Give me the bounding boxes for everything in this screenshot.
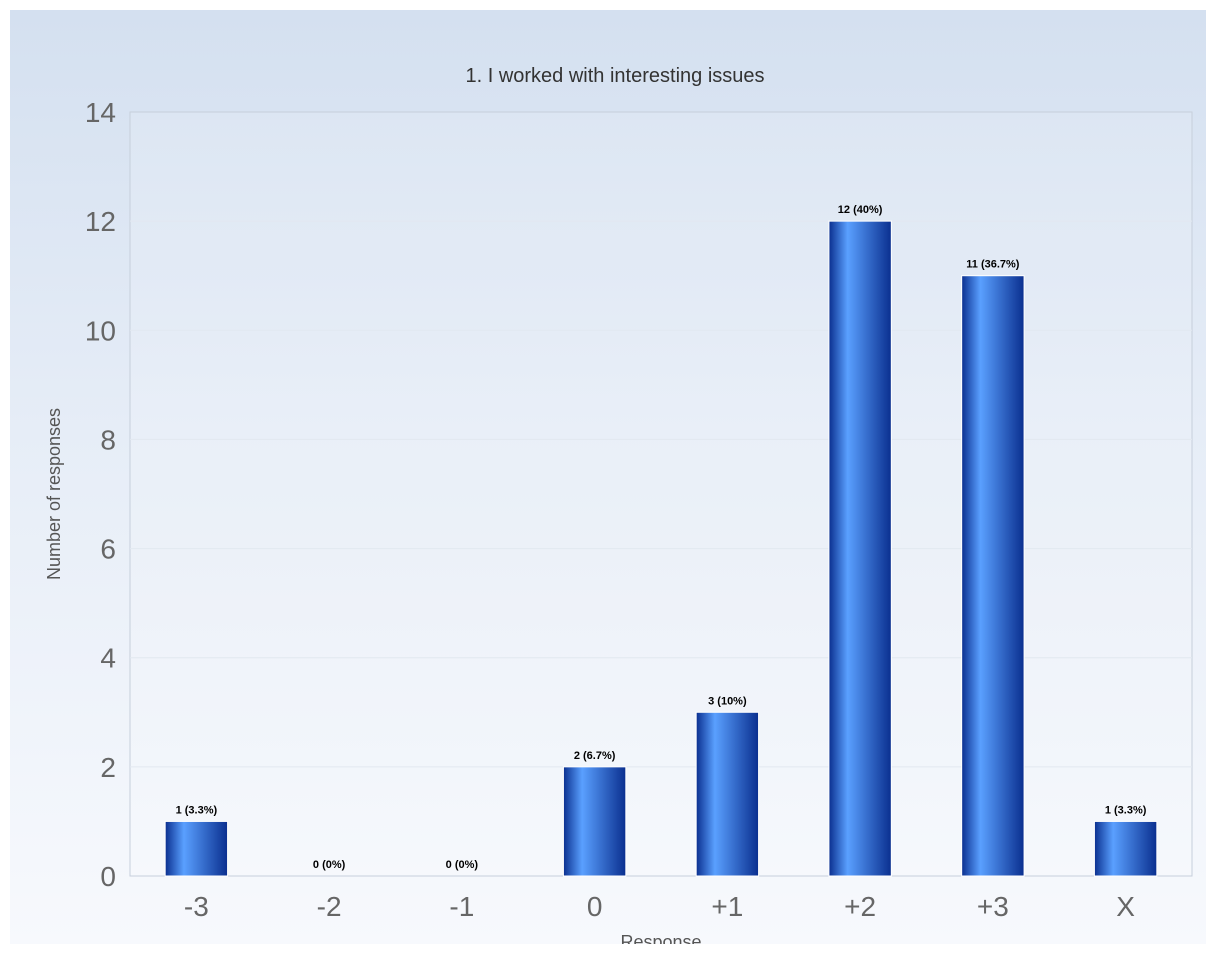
data-label: 0 (0%) — [313, 859, 346, 871]
x-tick-label: +1 — [711, 891, 743, 922]
chart-title: 1. I worked with interesting issues — [465, 65, 764, 87]
y-tick-label: 0 — [100, 861, 116, 892]
data-labels: 1 (3.3%) 0 (0%) 0 (0%) 2 (6.7%) 3 (10%) 12 (4… — [176, 204, 1147, 871]
data-label: 3 (10%) — [708, 695, 747, 707]
x-tick-label: -2 — [317, 891, 342, 922]
x-tick-label: X — [1116, 891, 1135, 922]
y-tick-label: 14 — [85, 97, 116, 128]
bar-+3 — [961, 275, 1025, 877]
y-tick-label: 8 — [100, 424, 116, 455]
x-tick-label: +2 — [844, 891, 876, 922]
y-tick-label: 6 — [100, 534, 116, 565]
bar-chart: 1. I worked with interesting issues 0 2 4 6… — [44, 65, 1193, 944]
y-axis-ticks: 0 2 4 6 8 10 12 14 — [85, 97, 116, 892]
x-tick-label: -1 — [449, 891, 474, 922]
x-tick-label: -3 — [184, 891, 209, 922]
data-label: 11 (36.7%) — [966, 259, 1020, 271]
y-tick-label: 4 — [100, 643, 116, 674]
data-label: 2 (6.7%) — [574, 750, 616, 762]
y-axis-title: Number of responses — [44, 408, 64, 580]
bar-X — [1093, 820, 1158, 877]
data-label: 1 (3.3%) — [176, 804, 218, 816]
y-tick-label: 10 — [85, 315, 116, 346]
x-tick-label: 0 — [587, 891, 603, 922]
x-axis-title: Response — [620, 932, 701, 944]
data-label: 12 (40%) — [838, 204, 883, 216]
x-tick-label: +3 — [977, 891, 1009, 922]
bar--3 — [164, 820, 229, 877]
data-label: 0 (0%) — [446, 859, 479, 871]
bars — [164, 220, 1158, 877]
y-tick-label: 2 — [100, 752, 116, 783]
chart-panel: 1. I worked with interesting issues 0 2 4 6… — [10, 10, 1206, 944]
plot-area — [129, 111, 1193, 877]
y-tick-label: 12 — [85, 206, 116, 237]
bar-+2 — [828, 220, 892, 877]
bar-+1 — [695, 711, 760, 877]
x-axis-ticks: -3 -2 -1 0 +1 +2 +3 X — [184, 891, 1135, 922]
data-label: 1 (3.3%) — [1105, 804, 1147, 816]
bar-0 — [562, 766, 627, 877]
